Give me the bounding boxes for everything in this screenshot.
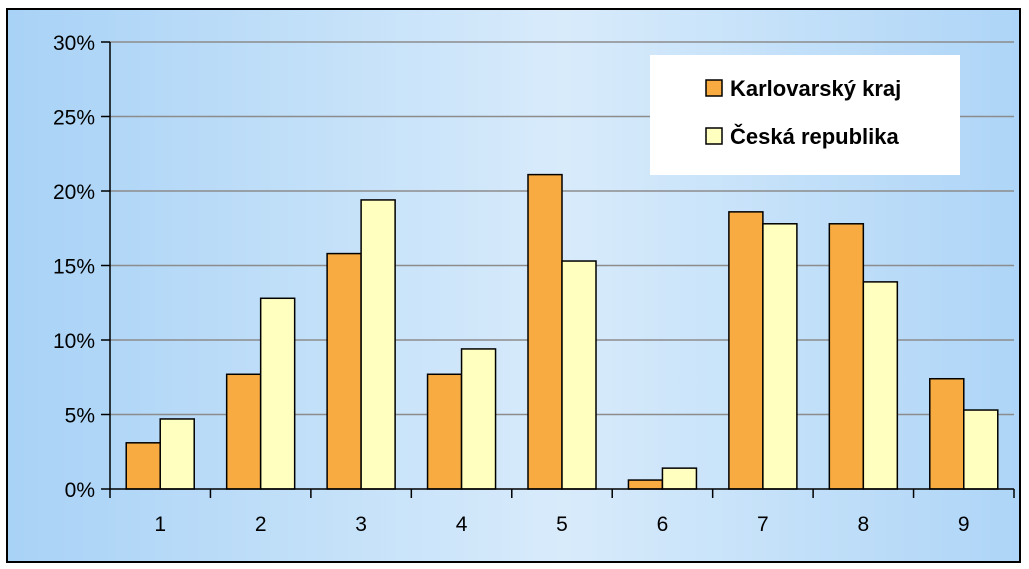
bar-karlovarsky-kraj-8	[828, 223, 865, 490]
bar-karlovarsky-kraj-6	[627, 479, 664, 490]
bar-ceska-republika-2	[259, 297, 296, 490]
bar-karlovarsky-kraj-3	[326, 252, 362, 490]
bar-karlovarsky-kraj-5	[527, 173, 563, 490]
legend-swatch	[705, 79, 723, 97]
bar-karlovarsky-kraj-4	[426, 373, 463, 490]
x-tick-label: 8	[857, 513, 869, 536]
bar-ceska-republika-9	[963, 409, 999, 490]
bar-karlovarsky-kraj-2	[225, 373, 262, 490]
bar-ceska-republika-4	[460, 348, 497, 490]
bar-ceska-republika-6	[661, 467, 698, 490]
x-tick-label: 4	[456, 513, 468, 536]
y-tick-label: 15%	[53, 256, 95, 279]
legend-label: Česká republika	[730, 124, 900, 149]
y-tick-label: 0%	[65, 479, 95, 502]
bar-ceska-republika-8	[862, 281, 899, 490]
y-tick-label: 20%	[53, 181, 95, 204]
bar-karlovarsky-kraj-7	[728, 211, 764, 490]
x-tick-label: 5	[556, 513, 568, 536]
x-tick-label: 1	[154, 513, 166, 536]
x-tick-label: 9	[958, 513, 970, 536]
x-tick-label: 6	[657, 513, 669, 536]
bar-ceska-republika-3	[360, 199, 396, 490]
x-tick-label: 7	[757, 513, 769, 536]
bar-ceska-republika-1	[159, 418, 195, 490]
legend-swatch	[705, 127, 723, 145]
bar-karlovarsky-kraj-1	[125, 442, 161, 490]
y-tick-label: 30%	[53, 32, 95, 55]
x-tick-label: 3	[355, 513, 367, 536]
x-tick-label: 2	[255, 513, 267, 536]
y-tick-label: 10%	[53, 330, 95, 353]
legend-box	[650, 55, 960, 175]
bar-ceska-republika-7	[762, 223, 798, 490]
bar-ceska-republika-5	[561, 260, 597, 490]
legend-label: Karlovarský kraj	[730, 76, 901, 101]
y-tick-label: 5%	[65, 405, 95, 428]
y-tick-label: 25%	[53, 107, 95, 130]
bar-karlovarsky-kraj-9	[929, 377, 965, 490]
